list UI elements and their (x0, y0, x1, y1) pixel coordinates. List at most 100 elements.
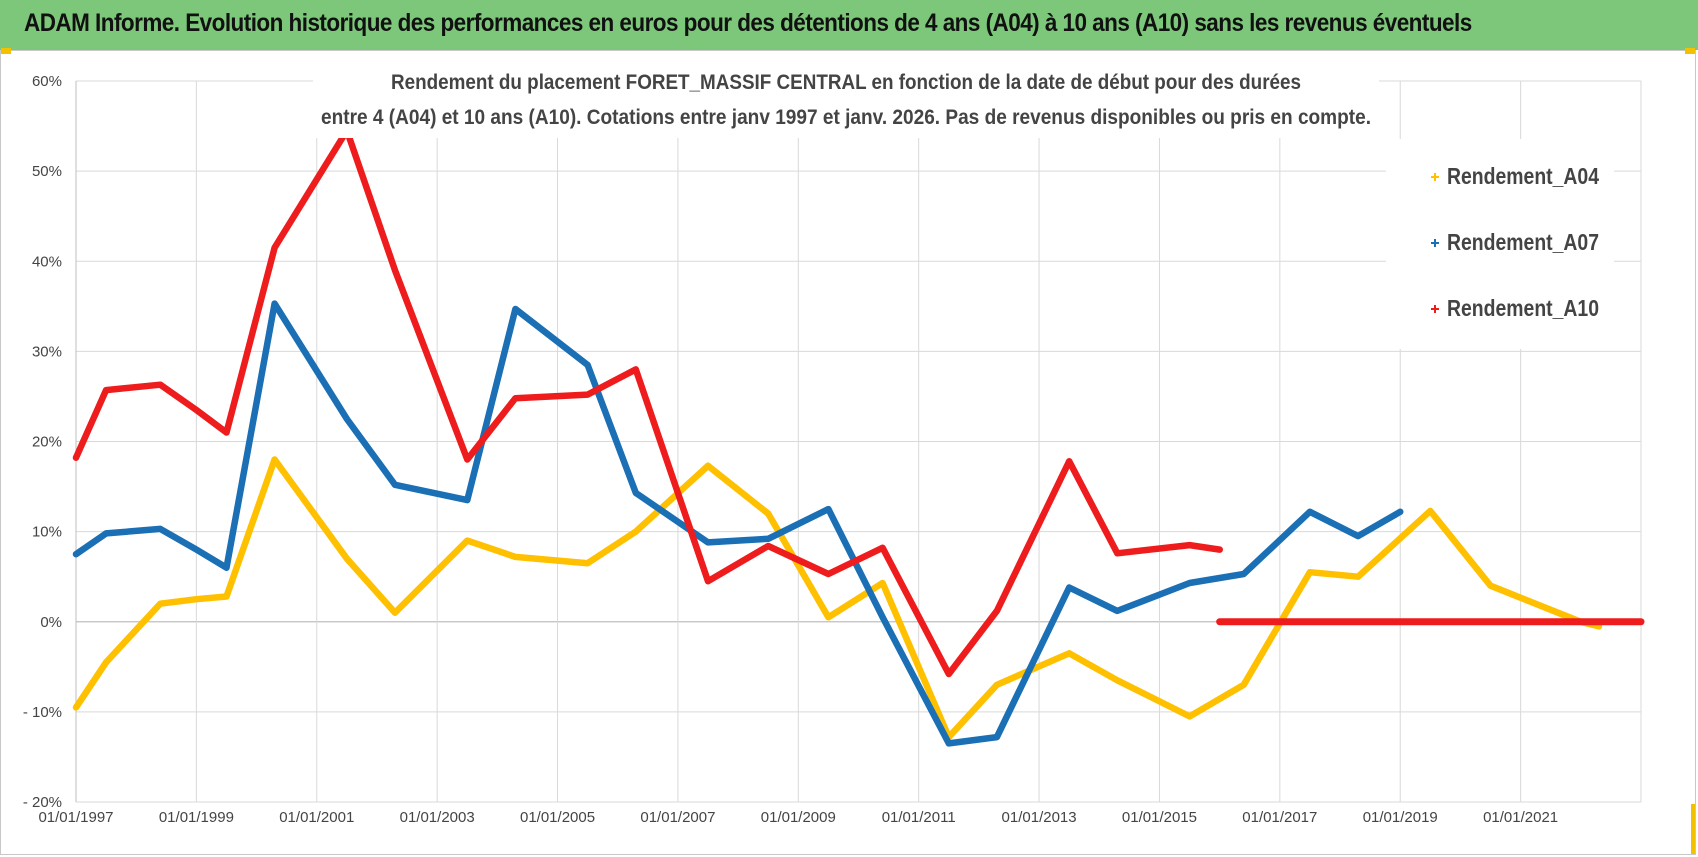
x-tick-label: 01/01/2011 (882, 809, 956, 826)
data-point (825, 506, 832, 513)
data-point (584, 361, 591, 368)
x-tick-label: 01/01/2007 (640, 809, 715, 826)
axes: - 20% - 10% 0% 10% 20% 30% 40% 50% 60% 01/01/1997… (23, 73, 1558, 826)
data-point (1066, 650, 1073, 657)
x-tick-label: 01/01/2019 (1363, 809, 1438, 826)
data-point (223, 429, 230, 436)
data-point (765, 535, 772, 542)
data-point (343, 416, 350, 422)
data-point (1306, 508, 1313, 515)
chart-title-background (313, 66, 1379, 138)
chart: - 20% - 10% 0% 10% 20% 30% 40% 50% 60% 01/01/1997… (23, 66, 1645, 826)
data-point (1427, 507, 1434, 514)
data-point (1216, 546, 1223, 553)
y-tick-label: 0% (40, 614, 62, 631)
data-point (1066, 458, 1073, 465)
x-tick-label: 01/01/1999 (159, 809, 234, 826)
y-tick-label: 60% (32, 73, 62, 90)
data-point (73, 454, 79, 461)
y-tick-label: - 20% (23, 794, 62, 811)
data-point (879, 544, 886, 551)
data-point (1186, 542, 1193, 549)
data-point (1240, 681, 1247, 688)
data-point (879, 614, 886, 621)
grid (75, 80, 1642, 803)
x-tick-label: 01/01/2005 (520, 809, 595, 826)
legend-label: Rendement_A10 (1447, 295, 1599, 321)
data-point (157, 525, 164, 532)
data-point (1066, 584, 1073, 591)
data-point (879, 580, 886, 586)
data-point (392, 267, 398, 274)
corner-mark-top-right (1685, 48, 1695, 54)
data-point (512, 306, 519, 312)
data-point (223, 593, 230, 600)
data-point (157, 600, 164, 607)
banner-title: ADAM Informe. Evolution historique des p… (24, 9, 1472, 37)
series-line-rendement_a07 (72, 300, 1404, 747)
data-point (993, 734, 1000, 741)
y-tick-label: 40% (32, 253, 62, 270)
x-tick-label: 01/01/1997 (38, 809, 113, 826)
data-point (765, 510, 772, 517)
data-point (271, 300, 278, 307)
data-point (392, 609, 398, 616)
legend-background (1386, 139, 1614, 349)
data-point (1240, 571, 1247, 577)
corner-mark-top-left (1, 48, 11, 54)
data-point (271, 244, 278, 251)
data-point (1186, 713, 1193, 720)
data-point (705, 462, 711, 469)
x-tick-label: 01/01/2013 (1002, 809, 1077, 826)
data-point (1355, 533, 1362, 540)
data-point (632, 489, 639, 496)
data-point (103, 530, 110, 537)
y-tick-label: 50% (32, 163, 62, 180)
data-point (1397, 508, 1404, 515)
legend-label: Rendement_A04 (1447, 163, 1599, 189)
data-point (1186, 580, 1193, 586)
chart-frame: - 20% - 10% 0% 10% 20% 30% 40% 50% 60% 01/01/1997… (0, 48, 1696, 855)
data-point (1355, 573, 1362, 580)
data-point (584, 391, 591, 398)
data-point (464, 537, 471, 544)
legend: Rendement_A04 Rendement_A07 Rendement_A10 (1386, 139, 1614, 349)
data-point (1306, 569, 1313, 576)
data-point (1114, 677, 1121, 684)
y-tick-label: 30% (32, 343, 62, 360)
data-point (945, 671, 952, 677)
y-tick-label: 20% (32, 434, 62, 451)
y-tick-label: - 10% (23, 704, 62, 721)
data-point (705, 539, 711, 546)
data-point (632, 528, 639, 535)
data-point (73, 551, 79, 558)
x-tick-label: 01/01/2017 (1242, 809, 1317, 826)
x-tick-label: 01/01/2003 (400, 809, 475, 826)
series-line-rendement_a04 (72, 456, 1603, 741)
chart-title-line-1: Rendement du placement FORET_MASSIF CENT… (391, 71, 1301, 94)
data-point (103, 659, 110, 666)
data-point (193, 407, 200, 413)
data-point (584, 560, 591, 567)
chart-title-line-2: entre 4 (A04) et 10 ans (A10). Cotations… (321, 106, 1371, 129)
legend-label: Rendement_A07 (1447, 229, 1599, 255)
data-point (512, 553, 519, 560)
data-point (1114, 550, 1121, 557)
chart-title-block: Rendement du placement FORET_MASSIF CENT… (313, 66, 1379, 138)
data-point (825, 571, 832, 577)
x-tick-label: 01/01/2009 (761, 809, 836, 826)
corner-mark-bottom-right (1691, 804, 1695, 854)
data-point (157, 381, 164, 388)
series-line-rendement_a10 (72, 127, 1223, 678)
data-point (193, 546, 200, 553)
data-point (825, 614, 832, 621)
data-point (512, 395, 519, 402)
data-point (392, 481, 398, 488)
data-point (223, 564, 230, 571)
x-tick-label: 01/01/2001 (279, 809, 354, 826)
top-banner: ADAM Informe. Evolution historique des p… (0, 0, 1698, 50)
data-point (103, 387, 110, 394)
data-point (73, 704, 79, 711)
data-point (343, 555, 350, 562)
data-point (705, 578, 711, 585)
